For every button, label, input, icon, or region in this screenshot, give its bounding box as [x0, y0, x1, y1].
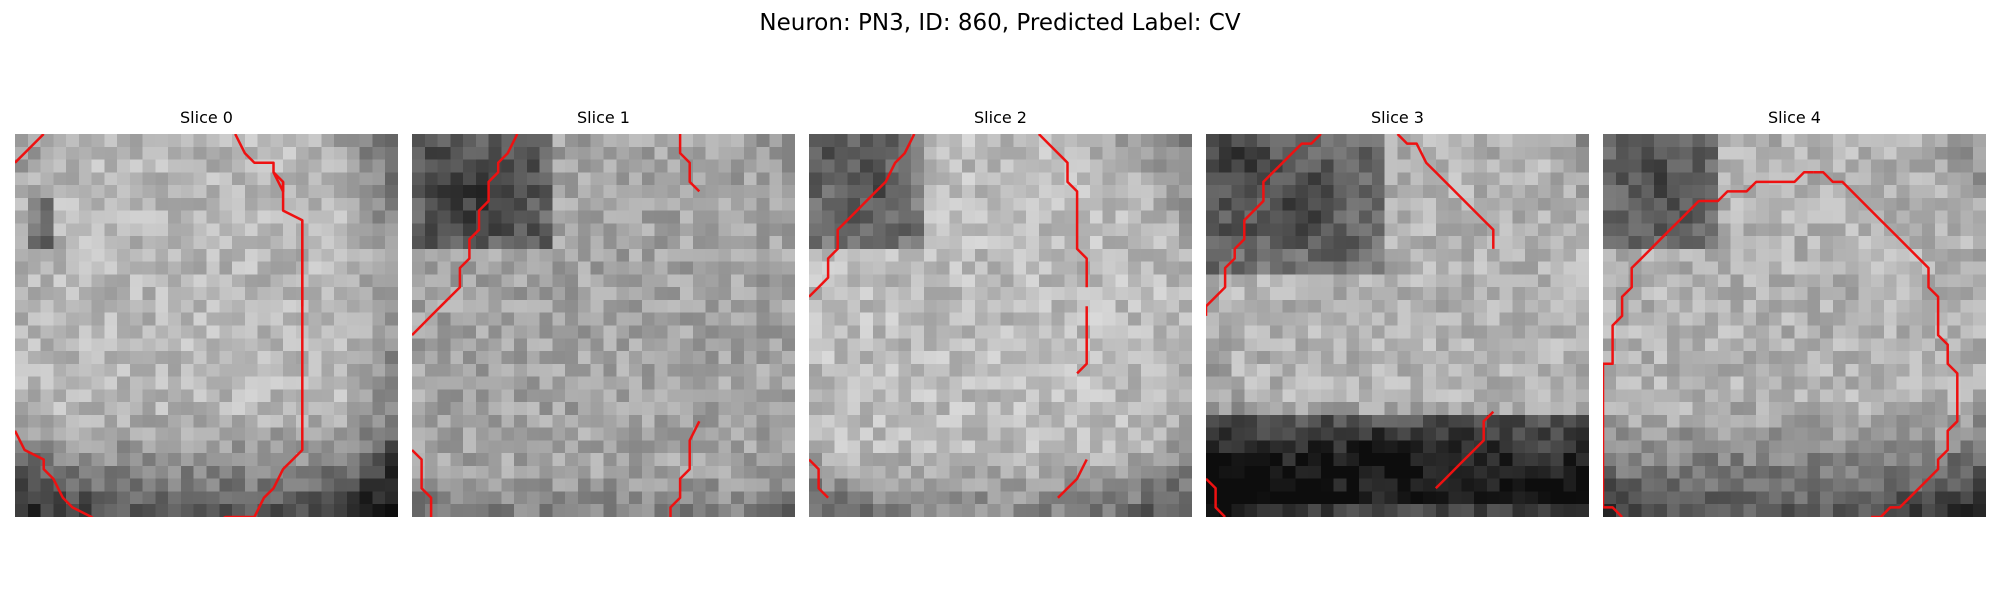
slice-image — [15, 134, 398, 517]
contour-overlay — [1603, 171, 1959, 517]
slice-image — [1206, 134, 1589, 517]
contour-overlay — [1206, 134, 1495, 517]
contour-line — [1434, 410, 1495, 490]
contour-line — [1206, 477, 1226, 517]
contour-line — [15, 181, 304, 517]
contour-line — [412, 449, 433, 517]
slice-title: Slice 4 — [1768, 108, 1821, 127]
contour-overlay — [15, 134, 304, 517]
contour-line — [234, 134, 285, 193]
contour-overlay — [809, 134, 1088, 499]
slice-image — [412, 134, 795, 517]
slice-title: Slice 0 — [180, 108, 233, 127]
contour-line — [809, 458, 829, 499]
contour-overlay — [412, 134, 701, 517]
slice-image — [1603, 134, 1986, 517]
contour-line — [1057, 458, 1088, 499]
contour-line — [1076, 306, 1088, 375]
contour-line — [1603, 171, 1814, 517]
grayscale-patch — [1603, 134, 1986, 517]
slice-image — [809, 134, 1192, 517]
contour-line — [1037, 134, 1088, 288]
contour-line — [1206, 134, 1322, 316]
contour-line — [412, 134, 519, 336]
contour-line — [678, 134, 701, 193]
grayscale-patch — [809, 134, 1192, 517]
grayscale-patch — [1206, 134, 1589, 517]
contour-line — [15, 134, 45, 164]
slice-title: Slice 1 — [577, 108, 630, 127]
slice-title: Slice 3 — [1371, 108, 1424, 127]
figure-title: Neuron: PN3, ID: 860, Predicted Label: C… — [759, 10, 1241, 36]
grayscale-patch — [412, 134, 795, 517]
grayscale-patch — [15, 134, 398, 517]
contour-line — [1396, 134, 1495, 249]
contour-line — [669, 420, 701, 517]
contour-line — [1813, 171, 1959, 517]
slice-title: Slice 2 — [974, 108, 1027, 127]
contour-line — [809, 134, 916, 298]
